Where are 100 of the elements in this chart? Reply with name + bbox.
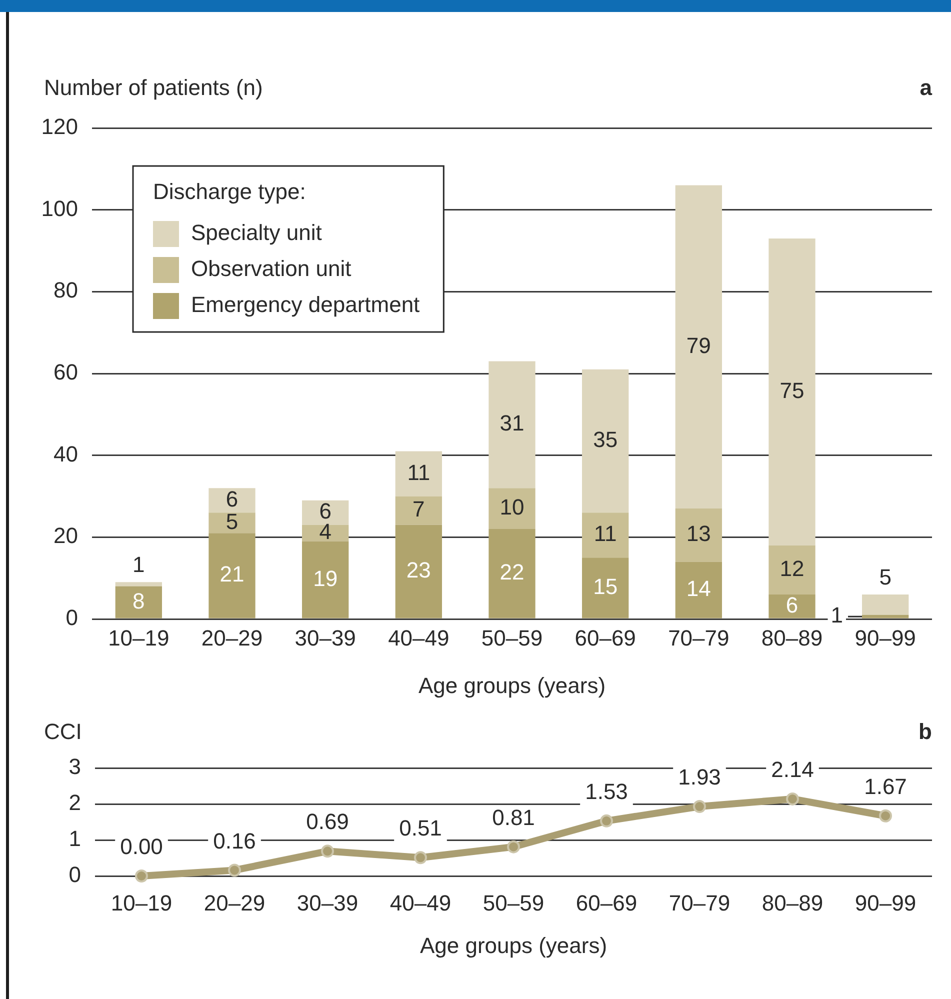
data-label: 8 [132, 588, 145, 614]
x-tick-label: 50–59 [482, 890, 544, 916]
x-axis-title: Age groups (years) [418, 672, 606, 698]
data-label: 1.93 [678, 764, 721, 790]
legend-label: Emergency department [191, 292, 420, 318]
data-label: 14 [686, 576, 711, 602]
point [786, 792, 799, 806]
point [693, 800, 706, 814]
y-tick-label: 80 [54, 278, 78, 303]
x-tick-label: 20–29 [204, 890, 266, 916]
data-label: 23 [406, 558, 431, 583]
bar [395, 524, 442, 618]
data-label: 10 [500, 494, 524, 520]
bar [582, 369, 629, 513]
x-tick-label: 30–39 [294, 625, 356, 650]
y-tick-label: 100 [41, 196, 78, 221]
bar [862, 614, 909, 618]
bar [302, 500, 349, 525]
bar [302, 524, 349, 542]
x-tick-label: 10–19 [108, 625, 170, 650]
data-label: 5 [879, 564, 892, 590]
data-label: 31 [500, 410, 524, 436]
y-tick-label: 60 [54, 360, 78, 385]
x-tick-label: 70–79 [668, 890, 730, 916]
data-label: 0.16 [213, 828, 256, 854]
point [414, 851, 427, 864]
bar [768, 238, 816, 546]
bar [768, 594, 816, 618]
legend-label: Specialty unit [191, 220, 322, 246]
data-label: 11 [594, 521, 617, 546]
bar [488, 361, 536, 488]
bar [208, 533, 256, 618]
x-tick-label: 60–69 [576, 890, 638, 916]
data-label: 15 [593, 574, 618, 599]
bar [862, 594, 909, 615]
data-label: 21 [220, 562, 244, 587]
bar [115, 582, 162, 586]
x-tick-label: 80–89 [761, 625, 823, 650]
y-tick-label: 2 [68, 790, 81, 816]
data-label: 2.14 [771, 757, 814, 782]
bar [675, 185, 722, 509]
data-label: 1.53 [585, 778, 628, 804]
y-axis-title: CCI [44, 719, 82, 744]
bar [395, 451, 442, 496]
bar [302, 541, 349, 618]
x-tick-label: 90–99 [854, 625, 916, 650]
data-label: 19 [313, 566, 338, 591]
data-label: 22 [500, 560, 524, 585]
point [321, 844, 334, 858]
y-tick-label: 1 [68, 826, 81, 852]
data-label: 7 [412, 496, 425, 522]
point [135, 870, 148, 882]
bar [488, 528, 536, 618]
bar [675, 562, 722, 618]
x-tick-label: 30–39 [296, 890, 358, 916]
data-label: 1 [830, 602, 843, 628]
bar [582, 512, 629, 558]
data-label: 79 [686, 332, 711, 358]
data-label: 11 [407, 460, 430, 485]
y-axis-title: Number of patients (n) [44, 75, 263, 100]
data-label: 0.51 [399, 816, 442, 841]
x-axis-title: Age groups (years) [420, 932, 608, 958]
data-label: 1 [132, 552, 145, 578]
bar [395, 496, 442, 525]
text: b [918, 719, 932, 744]
x-tick-label: 10–19 [110, 890, 172, 916]
bar [115, 586, 162, 618]
x-tick-label: 60–69 [574, 625, 636, 650]
data-label: 13 [686, 521, 711, 546]
data-label: 0.69 [306, 809, 349, 834]
x-tick-label: 90–99 [854, 890, 916, 916]
data-label: 0.00 [120, 834, 163, 860]
bar [675, 508, 722, 562]
bar [488, 488, 536, 529]
y-tick-label: 20 [54, 523, 78, 548]
y-tick-label: 0 [68, 862, 81, 888]
data-label: 35 [593, 427, 618, 452]
point [507, 840, 520, 854]
point [879, 809, 892, 822]
legend-label: Observation unit [191, 256, 352, 282]
x-tick-label: 80–89 [762, 890, 824, 916]
data-label: 75 [780, 378, 804, 403]
data-label: 12 [780, 556, 804, 581]
data-label: 6 [786, 592, 798, 618]
bar [208, 512, 256, 534]
x-tick-label: 40–49 [390, 890, 452, 916]
bar [768, 545, 816, 594]
y-tick-label: 0 [66, 605, 78, 630]
legend-title: Discharge type: [153, 179, 306, 204]
x-tick-label: 50–59 [481, 625, 543, 650]
data-label: 1.67 [864, 774, 907, 799]
point [600, 814, 613, 828]
x-tick-label: 20–29 [201, 625, 263, 650]
data-label: 0.81 [492, 804, 535, 830]
y-tick-label: 40 [54, 441, 78, 466]
text: a [920, 75, 933, 100]
x-tick-label: 40–49 [388, 625, 450, 650]
data-label: 6 [226, 486, 238, 512]
y-tick-label: 120 [41, 114, 78, 140]
x-tick-label: 70–79 [668, 625, 730, 650]
